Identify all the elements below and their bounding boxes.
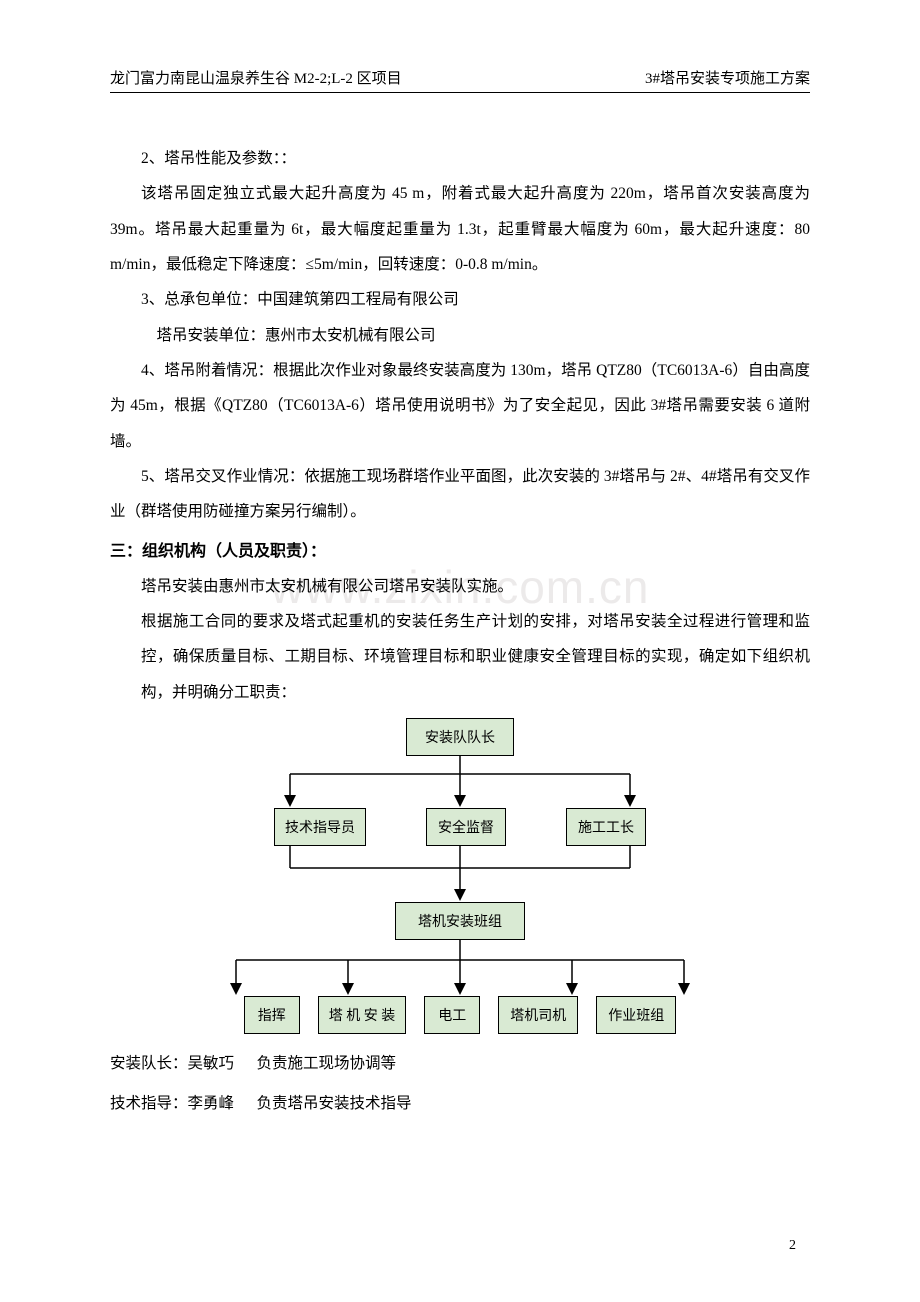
roster-2-duty: 负责塔吊安装技术指导 (256, 1095, 411, 1112)
org-box-leader: 安装队队长 (406, 718, 514, 756)
roster-1-duty: 负责施工现场协调等 (256, 1055, 396, 1072)
org-box-crane-install: 塔 机 安 装 (318, 996, 407, 1034)
org-box-install-team: 塔机安装班组 (395, 902, 525, 940)
org-connector-2 (250, 846, 670, 902)
para-3a: 3、总承包单位：中国建筑第四工程局有限公司 (110, 282, 810, 317)
section-3-heading: 三：组织机构（人员及职责）： (110, 534, 810, 569)
page-header: 龙门富力南昆山温泉养生谷 M2-2;L-2 区项目 3#塔吊安装专项施工方案 (110, 67, 810, 88)
org-box-foreman: 施工工长 (566, 808, 646, 846)
header-underline (110, 92, 810, 93)
header-left: 龙门富力南昆山温泉养生谷 M2-2;L-2 区项目 (110, 67, 402, 88)
para-5: 5、塔吊交叉作业情况：依据施工现场群塔作业平面图，此次安装的 3#塔吊与 2#、… (110, 459, 810, 530)
para-3b: 塔吊安装单位：惠州市太安机械有限公司 (110, 318, 810, 353)
section-3-line2: 根据施工合同的要求及塔式起重机的安装任务生产计划的安排，对塔吊安装全过程进行管理… (141, 604, 810, 710)
org-connector-3 (190, 940, 730, 996)
org-box-operator: 塔机司机 (498, 996, 578, 1034)
body-text: 2、塔吊性能及参数：： 该塔吊固定独立式最大起升高度为 45 m，附着式最大起升… (110, 141, 810, 530)
para-2-body: 该塔吊固定独立式最大起升高度为 45 m，附着式最大起升高度为 220m，塔吊首… (110, 176, 810, 282)
roster-2-name: 技术指导：李勇峰 (110, 1095, 234, 1112)
roster: 安装队长：吴敏巧 负责施工现场协调等 技术指导：李勇峰 负责塔吊安装技术指导 (110, 1044, 810, 1125)
roster-1-name: 安装队长：吴敏巧 (110, 1055, 234, 1072)
para-4: 4、塔吊附着情况：根据此次作业对象最终安装高度为 130m，塔吊 QTZ80（T… (110, 353, 810, 459)
page-number: 2 (789, 1238, 796, 1254)
org-box-electrician: 电工 (424, 996, 480, 1034)
header-right: 3#塔吊安装专项施工方案 (645, 67, 810, 88)
org-connector-1 (250, 756, 670, 808)
org-box-work-team: 作业班组 (596, 996, 676, 1034)
org-chart: 安装队队长 技术指导员 安全监督 施工工长 (170, 718, 750, 1034)
org-box-command: 指挥 (244, 996, 300, 1034)
org-box-tech-guide: 技术指导员 (274, 808, 366, 846)
section-3-line1: 塔吊安装由惠州市太安机械有限公司塔吊安装队实施。 (141, 569, 810, 604)
org-box-safety: 安全监督 (426, 808, 506, 846)
para-2-heading: 2、塔吊性能及参数：： (110, 141, 810, 176)
